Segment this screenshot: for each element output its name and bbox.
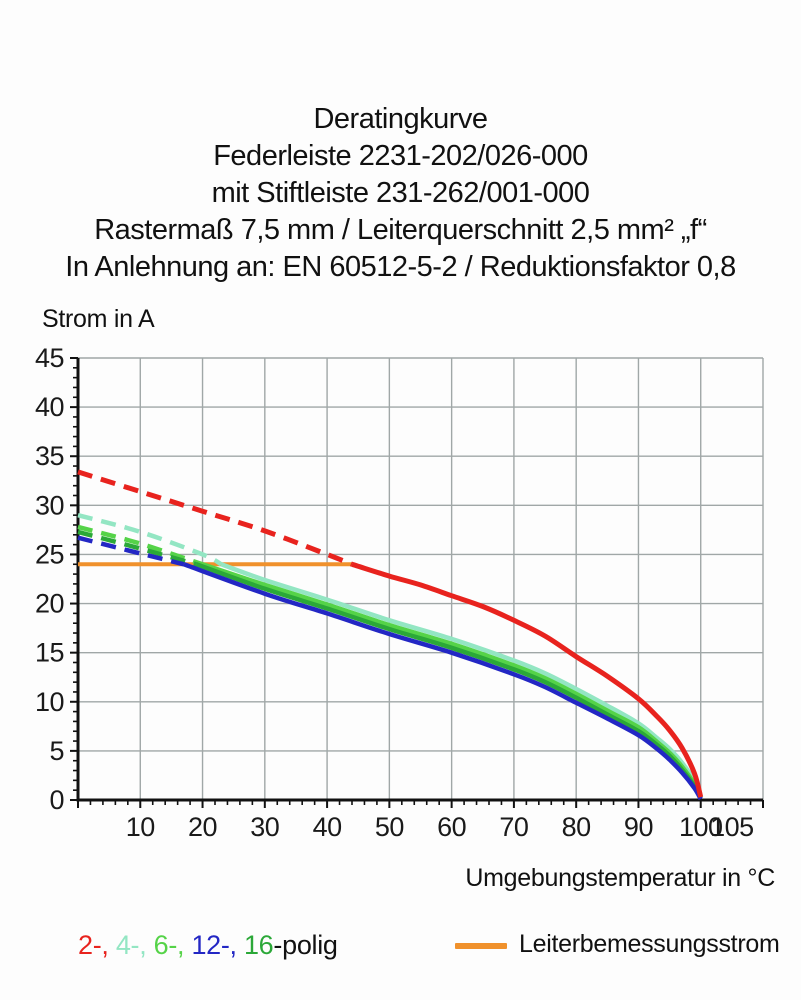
x-tick-label: 50 [375, 812, 404, 842]
y-axis-title: Strom in A [42, 305, 155, 333]
y-tick-label: 15 [35, 638, 64, 668]
y-tick-label: 35 [35, 441, 64, 471]
reference-line-label: Leiterbemessungsstrom [519, 930, 780, 958]
curve-solid-2-polig [351, 561, 704, 798]
title-line-2: Federleiste 2231-202/026-000 [213, 140, 588, 172]
y-tick-label: 25 [35, 539, 64, 569]
y-tick-label: 20 [35, 589, 64, 619]
curve-dashed-4-polig [77, 513, 223, 567]
curve-dashed-16-polig [77, 529, 197, 567]
title-line-5: In Anlehnung an: EN 60512-5-2 / Reduktio… [65, 251, 736, 283]
x-tick-label: 105 [710, 812, 754, 842]
y-tick-label: 45 [35, 343, 64, 373]
y-tick-label: 40 [35, 392, 64, 422]
x-tick-label: 40 [313, 812, 342, 842]
x-tick-label: 90 [624, 812, 653, 842]
legend-entry-16-polig: 16 [243, 930, 274, 960]
y-tick-label: 10 [35, 687, 64, 717]
curve-dashed-6-polig [77, 524, 204, 567]
reference-line-swatch [455, 942, 507, 949]
title-line-3: mit Stiftleiste 231-262/001-000 [211, 177, 590, 209]
curve-solid-4-polig [220, 562, 703, 798]
x-tick-label: 80 [562, 812, 591, 842]
legend-row: 2-, 4-, 6-, 12-, 16-polig Leiterbemessun… [0, 930, 801, 970]
x-tick-label: 20 [188, 812, 217, 842]
curve-solid-16-polig [195, 562, 703, 800]
title-line-1: Deratingkurve [313, 103, 488, 135]
x-tick-label: 30 [250, 812, 279, 842]
pole-count-legend: 2-, 4-, 6-, 12-, 16-polig [78, 930, 338, 961]
x-tick-label: 60 [437, 812, 466, 842]
legend-entry-6-polig: 6-, [153, 930, 192, 960]
curve-dashed-12-polig [77, 535, 185, 567]
title-line-4: Rastermaß 7,5 mm / Leiterquerschnitt 2,5… [94, 214, 707, 246]
legend-suffix: -polig [273, 930, 338, 960]
chart-title-block: Deratingkurve Federleiste 2231-202/026-0… [0, 101, 801, 286]
x-tick-label: 70 [499, 812, 528, 842]
y-tick-label: 0 [49, 785, 64, 815]
curve-solid-12-polig [183, 562, 703, 801]
legend-entry-12-polig: 12-, [191, 930, 244, 960]
y-tick-label: 30 [35, 490, 64, 520]
legend-entry-2-polig: 2-, [78, 930, 116, 960]
curve-dashed-2-polig [77, 469, 353, 567]
legend-entry-4-polig: 4-, [115, 930, 154, 960]
reference-legend: Leiterbemessungsstrom [455, 930, 780, 959]
x-axis-title: Umgebungstemperatur in °C [465, 864, 775, 892]
y-tick-label: 5 [49, 736, 64, 766]
x-tick-label: 100 [679, 812, 723, 842]
x-tick-label: 10 [126, 812, 155, 842]
